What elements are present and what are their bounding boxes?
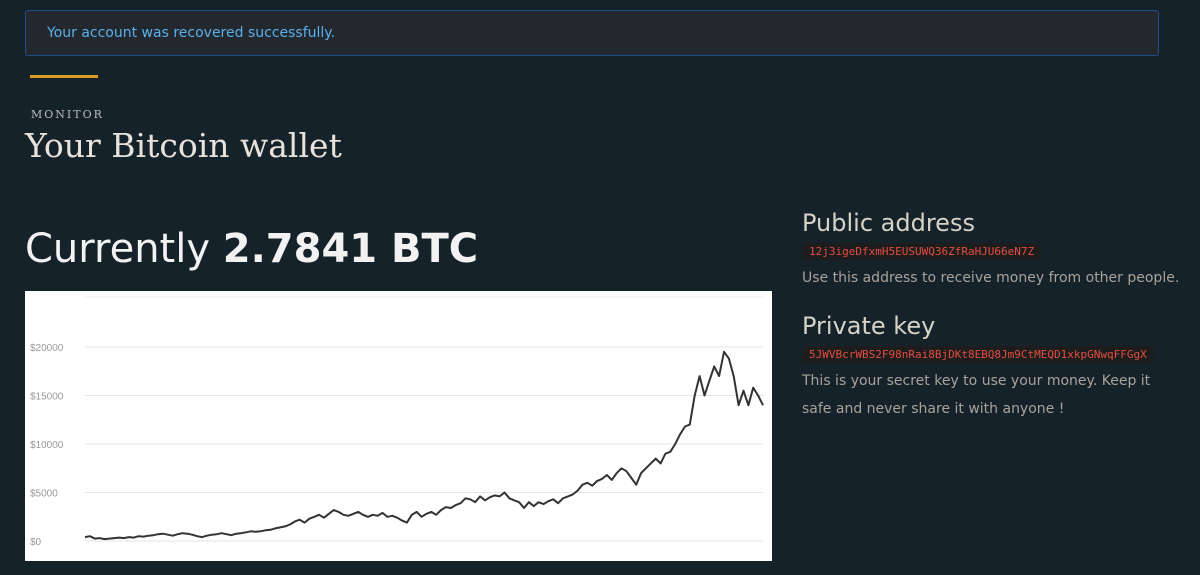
chart-y-tick-label: $10000 — [30, 440, 64, 451]
private-key-value[interactable]: 5JWVBcrWBS2F98nRai8BjDKt8EBQ8Jm9CtMEQD1x… — [802, 346, 1154, 363]
page-title: Your Bitcoin wallet — [25, 126, 342, 165]
chart-price-line — [84, 350, 764, 541]
balance-amount: 2.7841 BTC — [222, 226, 479, 272]
public-address-description: Use this address to receive money from o… — [802, 270, 1180, 286]
price-chart: $0 $5000 $10000 $15000 $20000 — [25, 291, 772, 561]
chart-y-tick-label: $5000 — [30, 489, 58, 500]
public-address-heading: Public address — [802, 209, 975, 237]
private-key-heading: Private key — [802, 312, 936, 340]
section-eyebrow: MONITOR — [31, 108, 104, 121]
public-address-value[interactable]: 12j3igeDfxmH5EUSUWQ36ZfRaHJU66eN7Z — [802, 243, 1042, 260]
price-chart-svg: $0 $5000 $10000 $15000 $20000 — [30, 296, 764, 548]
success-alert: Your account was recovered successfully. — [25, 10, 1159, 56]
private-key-section: Private key 5JWVBcrWBS2F98nRai8BjDKt8EBQ… — [802, 312, 1182, 423]
header-accent-bar — [30, 75, 98, 78]
alert-message: Your account was recovered successfully. — [47, 25, 336, 41]
public-address-section: Public address 12j3igeDfxmH5EUSUWQ36ZfRa… — [802, 209, 1182, 292]
chart-y-tick-label: $0 — [30, 537, 42, 548]
chart-y-tick-label: $15000 — [30, 392, 64, 403]
chart-y-tick-label: $20000 — [30, 343, 64, 354]
balance-prefix: Currently — [25, 226, 211, 272]
balance-display: Currently 2.7841 BTC — [25, 226, 478, 272]
private-key-description: This is your secret key to use your mone… — [802, 373, 1151, 417]
